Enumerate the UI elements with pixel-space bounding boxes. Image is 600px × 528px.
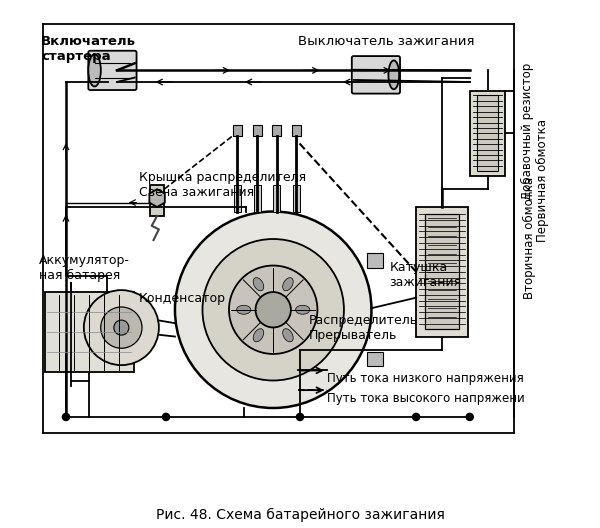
Polygon shape xyxy=(149,189,165,207)
Circle shape xyxy=(466,413,473,420)
Circle shape xyxy=(296,413,304,420)
Bar xyxy=(272,125,281,136)
Bar xyxy=(253,125,262,136)
Text: Крышка распределителя: Крышка распределителя xyxy=(139,171,307,184)
Text: Путь тока низкого напряжения: Путь тока низкого напряжения xyxy=(327,372,524,385)
Bar xyxy=(425,214,459,329)
Bar xyxy=(292,125,301,136)
Circle shape xyxy=(256,292,291,327)
Text: Путь тока высокого напряжени: Путь тока высокого напряжени xyxy=(327,392,524,405)
Bar xyxy=(367,253,383,268)
Bar xyxy=(234,185,241,212)
Text: Аккумулятор-
ная батарея: Аккумулятор- ная батарея xyxy=(39,254,130,282)
Bar xyxy=(477,96,498,171)
Circle shape xyxy=(413,413,419,420)
Bar xyxy=(150,185,164,216)
Circle shape xyxy=(114,320,129,335)
FancyBboxPatch shape xyxy=(352,56,400,93)
Text: Прерыватель: Прерыватель xyxy=(309,329,397,342)
Circle shape xyxy=(101,307,142,348)
Bar xyxy=(44,292,134,372)
Bar xyxy=(273,185,280,212)
Circle shape xyxy=(202,239,344,381)
Ellipse shape xyxy=(283,329,293,342)
Bar xyxy=(470,91,505,176)
Circle shape xyxy=(175,212,371,408)
Text: Включатель
стартера: Включатель стартера xyxy=(41,35,136,63)
Ellipse shape xyxy=(88,54,101,87)
FancyBboxPatch shape xyxy=(88,51,137,90)
Bar xyxy=(416,207,468,336)
Circle shape xyxy=(62,413,70,420)
Text: Рис. 48. Схема батарейного зажигания: Рис. 48. Схема батарейного зажигания xyxy=(155,508,445,522)
Text: Вторичная обмотка: Вторичная обмотка xyxy=(523,177,536,299)
Ellipse shape xyxy=(253,329,264,342)
Ellipse shape xyxy=(296,305,310,314)
Bar xyxy=(233,125,242,136)
Ellipse shape xyxy=(388,60,399,89)
Bar xyxy=(293,185,300,212)
Text: Добавочный резистор: Добавочный резистор xyxy=(521,62,535,200)
Text: Распределитель: Распределитель xyxy=(309,314,418,327)
Ellipse shape xyxy=(236,305,251,314)
Circle shape xyxy=(84,290,159,365)
Bar xyxy=(254,185,261,212)
Ellipse shape xyxy=(283,278,293,291)
Text: Катушка
зажигания: Катушка зажигания xyxy=(389,261,461,289)
Bar xyxy=(367,352,383,366)
Text: Свеча зажигания: Свеча зажигания xyxy=(139,186,254,200)
Text: Первичная обмотка: Первичная обмотка xyxy=(536,119,548,242)
Text: Выключатель зажигания: Выключатель зажигания xyxy=(298,35,475,48)
Circle shape xyxy=(229,266,317,354)
Circle shape xyxy=(163,413,170,420)
Text: Конденсатор: Конденсатор xyxy=(139,292,226,305)
Ellipse shape xyxy=(253,278,264,291)
